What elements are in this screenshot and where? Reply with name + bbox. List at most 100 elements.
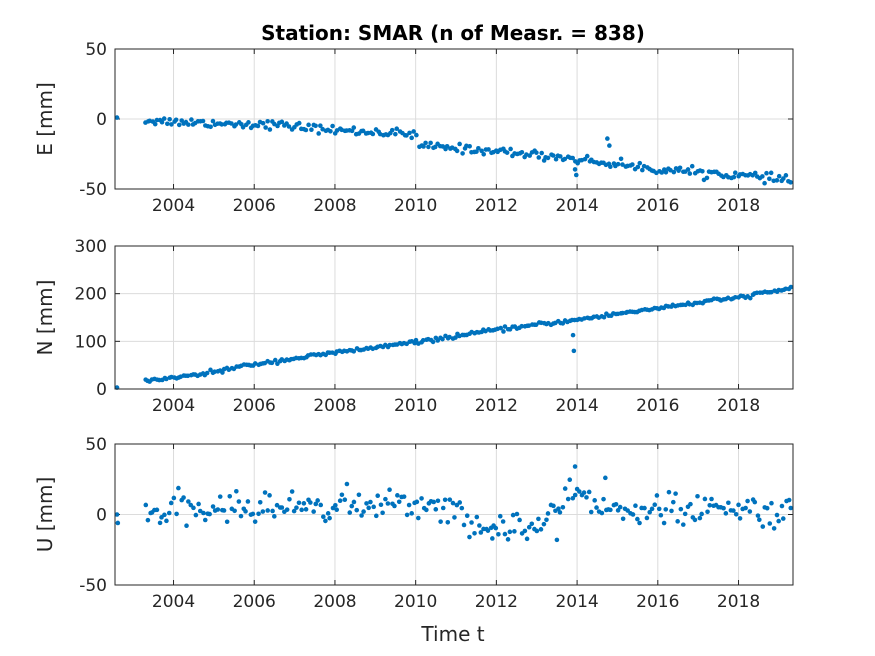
data-point-E: [486, 147, 491, 152]
data-point-U: [184, 523, 189, 528]
y-axis-label-E: E [mm]: [33, 82, 57, 156]
data-point-E: [167, 116, 172, 122]
data-point-U: [514, 511, 520, 517]
x-tick-label: 2018: [717, 196, 760, 216]
data-point-E: [279, 119, 285, 125]
data-point-U: [478, 530, 484, 535]
data-point-U: [464, 513, 470, 518]
data-point-E: [286, 124, 292, 129]
data-point-E: [260, 120, 266, 126]
data-point-U: [699, 511, 704, 517]
data-point-U: [562, 486, 568, 491]
data-point-U: [633, 503, 638, 509]
data-point-U: [617, 504, 623, 510]
y-axis-label-N: N [mm]: [33, 280, 57, 356]
data-point-U: [522, 528, 528, 534]
data-point-E: [296, 120, 302, 126]
data-point-U: [726, 500, 731, 506]
data-point-U: [256, 511, 261, 517]
data-point-U: [502, 531, 508, 537]
data-point-U: [260, 509, 266, 514]
axes-box-U: [114, 443, 794, 586]
data-point-U: [186, 499, 191, 504]
data-point-E: [306, 122, 311, 128]
data-point-U: [661, 520, 667, 526]
data-point-E: [788, 180, 793, 185]
data-point-E: [454, 148, 460, 154]
data-point-U: [678, 506, 684, 512]
data-point-U: [232, 508, 237, 514]
chart-title: Station: SMAR (n of Measr. = 838): [261, 21, 645, 45]
data-point-E: [255, 123, 261, 129]
data-point-U: [637, 520, 642, 526]
data-point-U: [675, 519, 680, 524]
data-point-U: [586, 489, 592, 495]
data-point-U: [371, 504, 376, 510]
x-tick-label: 2006: [233, 196, 276, 216]
data-point-U: [695, 493, 700, 499]
data-point-U: [599, 510, 605, 516]
data-point-U: [652, 502, 658, 508]
data-point-N: [387, 342, 393, 348]
data-point-U: [289, 489, 295, 494]
data-point-U: [572, 492, 578, 498]
data-point-E: [159, 119, 165, 125]
data-point-E: [562, 156, 568, 162]
data-point-U: [490, 536, 495, 541]
data-point-U: [250, 511, 256, 517]
data-point-U: [193, 512, 199, 518]
data-point-U: [334, 507, 340, 513]
data-point-E: [409, 135, 414, 141]
data-point-U: [682, 511, 688, 517]
data-point-U: [500, 519, 506, 524]
x-tick-label: 2012: [475, 592, 518, 612]
data-point-U: [737, 516, 743, 521]
x-tick-label: 2010: [394, 196, 437, 216]
data-point-U: [279, 505, 285, 510]
data-point-U: [433, 507, 439, 512]
data-point-U: [780, 516, 786, 521]
data-point-E: [404, 133, 409, 138]
data-point-E: [476, 145, 481, 151]
data-point-U: [572, 464, 578, 469]
y-tick-label: 100: [75, 332, 107, 352]
x-tick-label: 2008: [313, 196, 356, 216]
data-point-U: [361, 509, 366, 514]
data-point-E: [421, 144, 426, 149]
data-point-U: [757, 517, 762, 523]
data-point-E: [186, 122, 191, 127]
y-tick-label: 0: [96, 110, 107, 130]
data-point-E: [479, 148, 484, 154]
data-point-N: [498, 325, 504, 331]
data-point-E: [534, 150, 539, 155]
data-point-U: [493, 525, 499, 531]
data-point-E: [265, 118, 270, 124]
data-point-E: [620, 162, 625, 167]
data-point-U: [673, 491, 678, 496]
data-point-U: [584, 495, 589, 500]
data-point-U: [234, 488, 239, 494]
data-point-U: [625, 508, 630, 513]
data-point-U: [414, 499, 420, 505]
data-point-U: [669, 508, 674, 514]
data-point-E: [752, 170, 758, 176]
data-point-U: [339, 492, 345, 498]
data-point-U: [385, 501, 391, 506]
data-point-U: [238, 513, 244, 519]
data-point-E: [169, 122, 174, 127]
data-point-U: [526, 524, 532, 530]
data-point-U: [325, 511, 331, 516]
data-point-U: [272, 514, 277, 519]
data-point-E: [407, 130, 412, 136]
data-point-E: [210, 118, 216, 124]
data-point-U: [323, 518, 328, 524]
data-point-U: [191, 505, 196, 511]
data-point-N: [519, 323, 524, 329]
data-point-E: [208, 124, 213, 130]
data-point-E: [553, 156, 559, 162]
data-point-E: [263, 125, 268, 130]
data-point-N: [430, 339, 436, 345]
data-point-N: [502, 324, 508, 329]
data-point-E: [545, 155, 551, 161]
y-tick-label: 200: [75, 285, 107, 305]
